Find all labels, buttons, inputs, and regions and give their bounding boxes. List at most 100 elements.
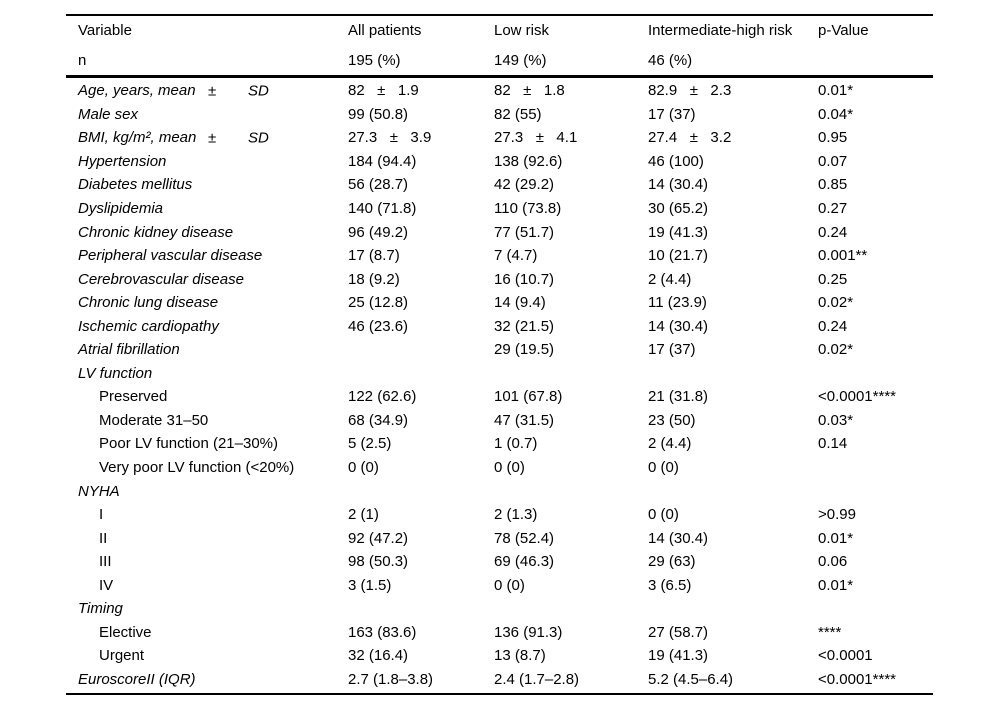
plus-minus-symbol: ±	[208, 82, 217, 100]
cell-intermediate-high-risk: 10 (21.7)	[648, 247, 709, 265]
cell-intermediate-high-risk: 46 (100)	[648, 152, 704, 170]
cell-p-value: <0.0001****	[818, 388, 896, 406]
cell-low-risk: 14 (9.4)	[494, 294, 546, 312]
cell-all-patients: 184 (94.4)	[348, 152, 417, 170]
variable-label: Hypertension	[78, 152, 167, 170]
cell-p-value: 0.07	[818, 152, 848, 170]
variable-label: Moderate 31–50	[99, 411, 209, 429]
cell-intermediate-high-risk: 82.9 ± 2.3	[648, 82, 732, 100]
cell-all-patients: 0 (0)	[348, 459, 379, 477]
cell-all-patients: 163 (83.6)	[348, 623, 417, 641]
cell-p-value: 0.24	[818, 317, 848, 335]
cell-all-patients: 17 (8.7)	[348, 247, 400, 265]
table-row: NYHA	[78, 479, 933, 503]
cell-p-value: 0.85	[818, 176, 848, 194]
cell-p-value: 0.04*	[818, 105, 854, 123]
cell-low-risk: 27.3 ± 4.1	[494, 129, 578, 147]
cell-all-patients: 56 (28.7)	[348, 176, 409, 194]
cell-variable: Male sex	[78, 106, 348, 123]
variable-label: Poor LV function (21–30%)	[99, 435, 278, 453]
cell-all-patients: 5 (2.5)	[348, 435, 392, 453]
cell-all-patients: 32 (16.4)	[348, 647, 409, 665]
variable-label: Dyslipidemia	[78, 200, 164, 217]
table-row: Urgent 32 (16.4) 13 (8.7) 19 (41.3) <0.0001	[78, 644, 933, 668]
column-header: Variable	[78, 22, 132, 40]
cell-all-patients: 46 (23.6)	[348, 317, 409, 335]
cell-variable: Preserved	[78, 388, 348, 405]
variable-label: BMI, kg/m², mean	[78, 129, 197, 147]
cell-p-value: 0.24	[818, 223, 848, 241]
patient-characteristics-table: Variable All patients Low risk Intermediate…	[66, 14, 933, 696]
cell-variable: II	[78, 530, 348, 547]
cell-variable: III	[78, 553, 348, 570]
table-row: Atrial fibrillation 29 (19.5) 17 (37) 0.02*	[78, 338, 933, 362]
variable-label: Elective	[99, 623, 152, 641]
cell-intermediate-high-risk: 3 (6.5)	[648, 576, 692, 594]
variable-label: Atrial fibrillation	[78, 341, 180, 359]
variable-label: Age, years, mean	[78, 82, 196, 100]
cell-variable: IV	[78, 577, 348, 594]
header-row-n: n 195 (%) 149 (%) 46 (%)	[78, 46, 933, 76]
cell-low-risk: 69 (46.3)	[494, 553, 555, 571]
cell-variable: Timing	[78, 600, 348, 617]
cell-variable: LV function	[78, 365, 348, 382]
cell-p-value: 0.01*	[818, 529, 854, 547]
variable-label: LV function	[78, 364, 153, 382]
cell-p-value: 0.14	[818, 435, 848, 453]
cell-intermediate-high-risk: 27 (58.7)	[648, 623, 709, 641]
cell-intermediate-high-risk: 2 (4.4)	[648, 270, 692, 288]
cell-all-patients: 96 (49.2)	[348, 223, 409, 241]
cell-low-risk: 32 (21.5)	[494, 317, 555, 335]
variable-label: Preserved	[99, 388, 168, 406]
cell-intermediate-high-risk: 29 (63)	[648, 553, 696, 571]
cell-low-risk: 1 (0.7)	[494, 435, 538, 453]
cell-intermediate-high-risk: 14 (30.4)	[648, 317, 709, 335]
cell-variable: Diabetes mellitus	[78, 176, 348, 193]
variable-label: Diabetes mellitus	[78, 176, 193, 194]
variable-label: Ischemic cardiopathy	[78, 317, 219, 335]
cell-intermediate-high-risk: 14 (30.4)	[648, 529, 709, 547]
cell-all-patients: 2.7 (1.8–3.8)	[348, 670, 434, 688]
cell-intermediate-high-risk: 19 (41.3)	[648, 223, 709, 241]
cell-variable: Age, years, mean ± SD	[78, 82, 348, 99]
table-body: Age, years, mean ± SD 82 ± 1.9 82 ± 1.8 82.9 …	[66, 78, 933, 693]
cell-intermediate-high-risk: 23 (50)	[648, 411, 696, 429]
table-row: BMI, kg/m², mean ± SD 27.3 ± 3.9 27.3 ± 4.1 2…	[78, 126, 933, 150]
cell-variable: Dyslipidemia	[78, 200, 348, 217]
cell-intermediate-high-risk: 0 (0)	[648, 459, 679, 477]
cell-low-risk: 77 (51.7)	[494, 223, 555, 241]
table-row: EuroscoreII (IQR) 2.7 (1.8–3.8) 2.4 (1.7–2…	[78, 668, 933, 692]
cell-variable: Peripheral vascular disease	[78, 247, 348, 264]
cell-p-value: 0.001**	[818, 247, 868, 265]
cell-low-risk: 82 (55)	[494, 105, 542, 123]
cell-all-patients: 18 (9.2)	[348, 270, 400, 288]
cell-variable: Chronic lung disease	[78, 294, 348, 311]
table-row: Very poor LV function (<20%) 0 (0) 0 (0) 0 …	[78, 456, 933, 480]
cell-variable: Urgent	[78, 647, 348, 664]
table-header: Variable All patients Low risk Intermediate…	[66, 16, 933, 78]
cell-variable: Poor LV function (21–30%)	[78, 435, 348, 452]
cell-variable: EuroscoreII (IQR)	[78, 671, 348, 688]
cell-p-value: 0.03*	[818, 411, 854, 429]
cell-low-risk: 82 ± 1.8	[494, 82, 565, 100]
cell-all-patients: 2 (1)	[348, 506, 379, 524]
table-row: Poor LV function (21–30%) 5 (2.5) 1 (0.7) 2…	[78, 432, 933, 456]
table-row: Dyslipidemia 140 (71.8) 110 (73.8) 30 (65.2…	[78, 197, 933, 221]
cell-intermediate-high-risk: 5.2 (4.5–6.4)	[648, 670, 734, 688]
sd-label: SD	[248, 129, 269, 147]
table-row: Chronic lung disease 25 (12.8) 14 (9.4) 11 …	[78, 291, 933, 315]
cell-low-risk: 101 (67.8)	[494, 388, 563, 406]
cell-variable: Chronic kidney disease	[78, 224, 348, 241]
cell-intermediate-high-risk: 2 (4.4)	[648, 435, 692, 453]
cell-low-risk: 13 (8.7)	[494, 647, 546, 665]
table-row: Elective 163 (83.6) 136 (91.3) 27 (58.7) ***…	[78, 621, 933, 645]
variable-label: Cerebrovascular disease	[78, 270, 244, 288]
variable-label: NYHA	[78, 482, 120, 500]
cell-variable: Elective	[78, 624, 348, 641]
cell-intermediate-high-risk: 17 (37)	[648, 105, 696, 123]
cell-p-value: 0.27	[818, 200, 848, 217]
cell-all-patients: 140 (71.8)	[348, 200, 417, 217]
cell-low-risk: 0 (0)	[494, 459, 525, 477]
cell-all-patients: 27.3 ± 3.9	[348, 129, 432, 147]
cell-variable: NYHA	[78, 483, 348, 500]
